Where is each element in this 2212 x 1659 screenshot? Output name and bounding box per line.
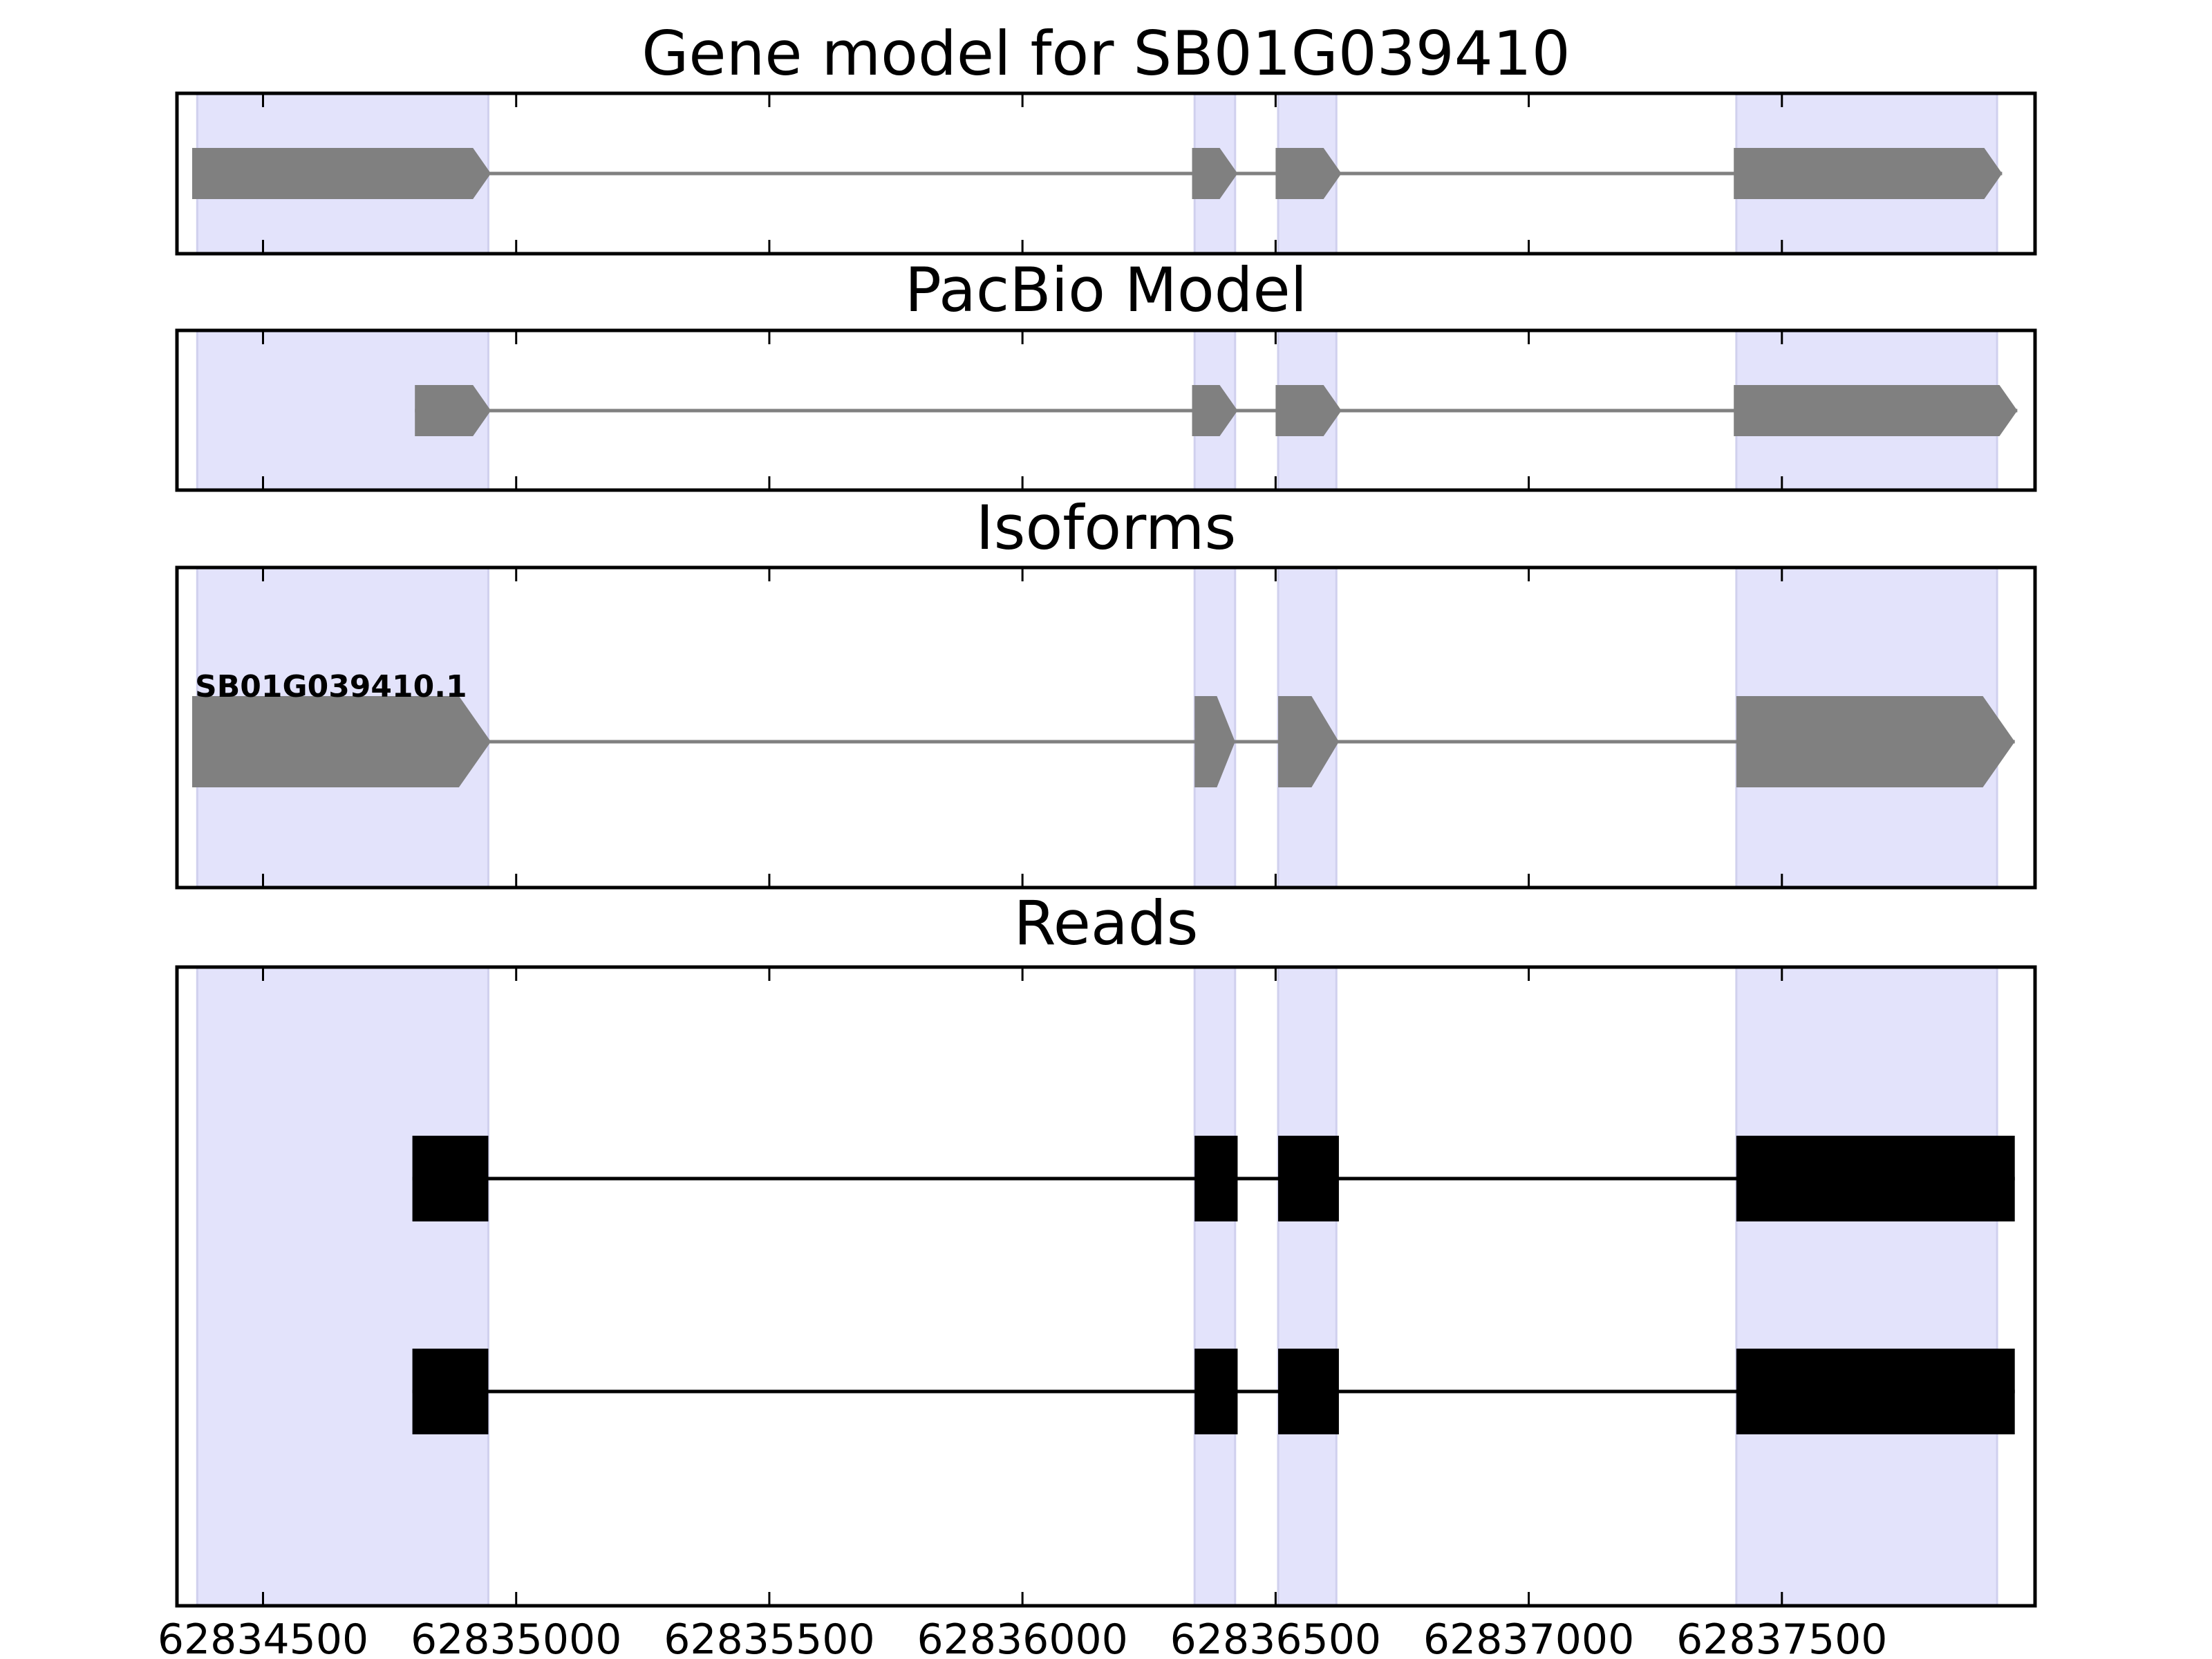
panel-frame <box>175 965 2037 1608</box>
exon-arrow <box>1278 696 1339 787</box>
panel-title-isoforms: Isoforms <box>976 492 1237 563</box>
gene-model-panel <box>175 91 2037 256</box>
exon-arrow <box>1194 696 1235 787</box>
exon-arrow <box>1192 385 1238 436</box>
exon-highlight-band <box>1277 966 1338 1607</box>
exon-arrow <box>1275 385 1342 436</box>
exon-arrow <box>1192 148 1238 199</box>
exon-highlight-band <box>1735 966 1998 1607</box>
x-tick-label: 62835000 <box>411 1615 621 1659</box>
panel-frame <box>175 565 2037 890</box>
x-tick-label: 62836000 <box>917 1615 1127 1659</box>
isoforms-panel <box>175 565 2037 890</box>
exon-arrow <box>415 385 491 436</box>
exon-arrow <box>1275 148 1342 199</box>
isoform-label: SB01G039410.1 <box>195 669 467 704</box>
panel-title-reads: Reads <box>1014 888 1199 959</box>
x-axis-tick-labels: 62834500 62835000 62835500 62836000 62836500… <box>158 1615 1888 1659</box>
panel-frame <box>175 91 2037 256</box>
panel-title-pacbio-model: PacBio Model <box>905 254 1307 326</box>
reads-panel <box>175 965 2037 1608</box>
read-exon-block <box>1194 1349 1238 1434</box>
read-exon-block <box>412 1349 489 1434</box>
exon-highlight-band <box>1193 966 1237 1607</box>
x-tick-label: 62834500 <box>158 1615 368 1659</box>
read-exon-block <box>1194 1136 1238 1221</box>
panel-title-gene-model: Gene model for SB01G039410 <box>641 18 1571 89</box>
read-exon-block <box>1736 1349 2015 1434</box>
exon-arrow <box>1734 385 2018 436</box>
exon-arrow <box>192 148 491 199</box>
exon-arrow <box>1736 696 2015 787</box>
exon-arrow <box>1734 148 2003 199</box>
exon-arrow <box>192 696 491 787</box>
read-exon-block <box>1736 1136 2015 1221</box>
x-tick-label: 62837000 <box>1423 1615 1634 1659</box>
x-tick-label: 62836500 <box>1170 1615 1381 1659</box>
pacbio-model-panel <box>175 328 2037 492</box>
read-exon-block <box>1278 1349 1339 1434</box>
panel-frame <box>175 328 2037 492</box>
x-tick-label: 62837500 <box>1676 1615 1887 1659</box>
read-exon-block <box>412 1136 489 1221</box>
exon-highlight-band <box>196 966 489 1607</box>
x-tick-label: 62835500 <box>664 1615 874 1659</box>
read-exon-block <box>1278 1136 1339 1221</box>
